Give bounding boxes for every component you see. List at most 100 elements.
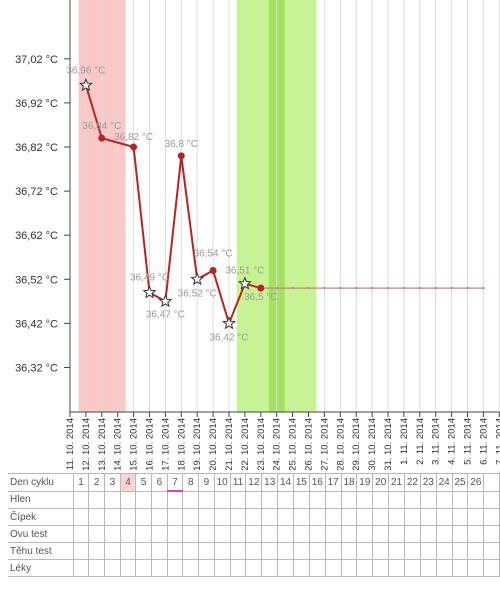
table-cell: [404, 559, 421, 577]
table-cell: [404, 542, 421, 560]
table-cell: [372, 490, 390, 509]
table-cell: [356, 508, 374, 526]
table-cell: [166, 508, 184, 526]
cycle-day-cell: 1: [72, 473, 90, 492]
table-cell: [388, 508, 406, 526]
table-cell: [229, 559, 247, 577]
x-tick-label: 15. 10. 2014: [129, 418, 140, 470]
table-cell: [419, 525, 437, 543]
table-cell: [119, 559, 137, 577]
data-labels: 36,96 °C 36,84 °C36,82 °C 36,49 °C 36,47 °C…: [66, 65, 277, 343]
table-row: Léky: [8, 559, 500, 577]
table-cell: [356, 542, 374, 560]
table-cell: [324, 542, 342, 560]
y-axis: 36,32 °C 36,42 °C 36,52 °C 36,62 °C 36,72 °C…: [15, 0, 71, 412]
table-cell: [135, 542, 153, 560]
table-cell: [72, 508, 90, 526]
table-cell: [72, 525, 90, 543]
table-cell: [340, 508, 358, 526]
table-cell: [151, 508, 168, 526]
table-cell: [340, 525, 358, 543]
table-cell: [245, 559, 263, 577]
table-cell: [277, 525, 294, 543]
projection-point: [418, 286, 421, 290]
table-cell: [198, 559, 215, 577]
x-tick-label: 27. 10. 2014: [319, 418, 330, 470]
table-cell: [72, 559, 90, 577]
table-cell: [308, 508, 326, 526]
table-cell: [419, 542, 437, 560]
y-tick-label: 36,42 °C: [15, 318, 58, 330]
table-cell: [213, 559, 231, 577]
row-label: Čípek: [8, 508, 74, 526]
data-point-star: [78, 77, 93, 92]
table-cell: [404, 508, 421, 526]
data-label: 36,5 °C: [244, 292, 277, 303]
table-cell: [435, 542, 453, 560]
cycle-day-cell: 12: [245, 473, 263, 492]
cycle-day-cell: 4: [119, 473, 137, 492]
table-cell: [277, 559, 294, 577]
table-cell: [104, 525, 121, 543]
table-cell: [229, 490, 247, 509]
cycle-day-cell: 7: [166, 473, 184, 492]
table-cell: [483, 542, 500, 560]
table-cell: [356, 525, 374, 543]
table-cell: [166, 490, 184, 509]
projection-point: [307, 286, 310, 290]
y-tick-label: 36,82 °C: [15, 142, 58, 154]
table-cell: [104, 490, 121, 509]
table-cell: [324, 490, 342, 509]
table-cell: [198, 508, 215, 526]
table-cell: [245, 490, 263, 509]
table-cell: [119, 508, 137, 526]
table-cell: [340, 559, 358, 577]
table-cell: [198, 525, 215, 543]
cycle-day-cell: 2: [88, 473, 106, 492]
x-tick-label: 2. 11. 2014: [415, 418, 426, 465]
y-tick-label: 36,62 °C: [15, 230, 58, 242]
projection-point: [355, 286, 358, 290]
table-cell: [324, 508, 342, 526]
table-cell: [151, 559, 168, 577]
table-cell: [419, 508, 437, 526]
data-label: 36,82 °C: [114, 132, 153, 143]
table-cell: [404, 490, 421, 509]
table-cell: [135, 525, 153, 543]
table-cell: [135, 559, 153, 577]
x-tick-label: 14. 10. 2014: [113, 418, 124, 470]
table-cell: [293, 559, 310, 577]
table-cell: [372, 559, 390, 577]
table-cell: [372, 508, 390, 526]
data-point-star: [237, 276, 252, 290]
table-cell: [451, 490, 469, 509]
table-cell: [261, 508, 279, 526]
table-cell: [293, 508, 310, 526]
table-cell: [308, 542, 326, 560]
cycle-day-cell: 20: [372, 473, 390, 492]
cycle-day-cell: 22: [404, 473, 421, 492]
table-cell: [277, 490, 294, 509]
cycle-day-cell: 19: [356, 473, 374, 492]
x-tick-label: 21. 10. 2014: [224, 418, 235, 470]
table-cell: [261, 542, 279, 560]
x-tick-label: 29. 10. 2014: [351, 418, 362, 470]
row-label: Léky: [8, 559, 74, 577]
table-row: Hlen: [8, 490, 500, 509]
cycle-day-cell: 6: [151, 473, 168, 492]
table-cell: [88, 559, 106, 577]
data-point-star: [221, 316, 237, 330]
table-cell: [88, 490, 106, 509]
x-tick-label: 19. 10. 2014: [192, 418, 203, 470]
cycle-day-cell: 3: [104, 473, 121, 492]
table-cell: [135, 490, 153, 509]
data-point-star: [158, 293, 173, 308]
data-label: 36,52 °C: [178, 288, 217, 299]
cycle-day-cell: 25: [451, 473, 469, 492]
row-label: Těhu test: [8, 542, 74, 560]
x-tick-label: 7. 11. 2014: [494, 418, 500, 465]
table-cell: [388, 490, 406, 509]
data-point-dot: [209, 266, 217, 274]
table-cell: [72, 542, 90, 560]
y-tick-label: 37,02 °C: [15, 54, 58, 66]
